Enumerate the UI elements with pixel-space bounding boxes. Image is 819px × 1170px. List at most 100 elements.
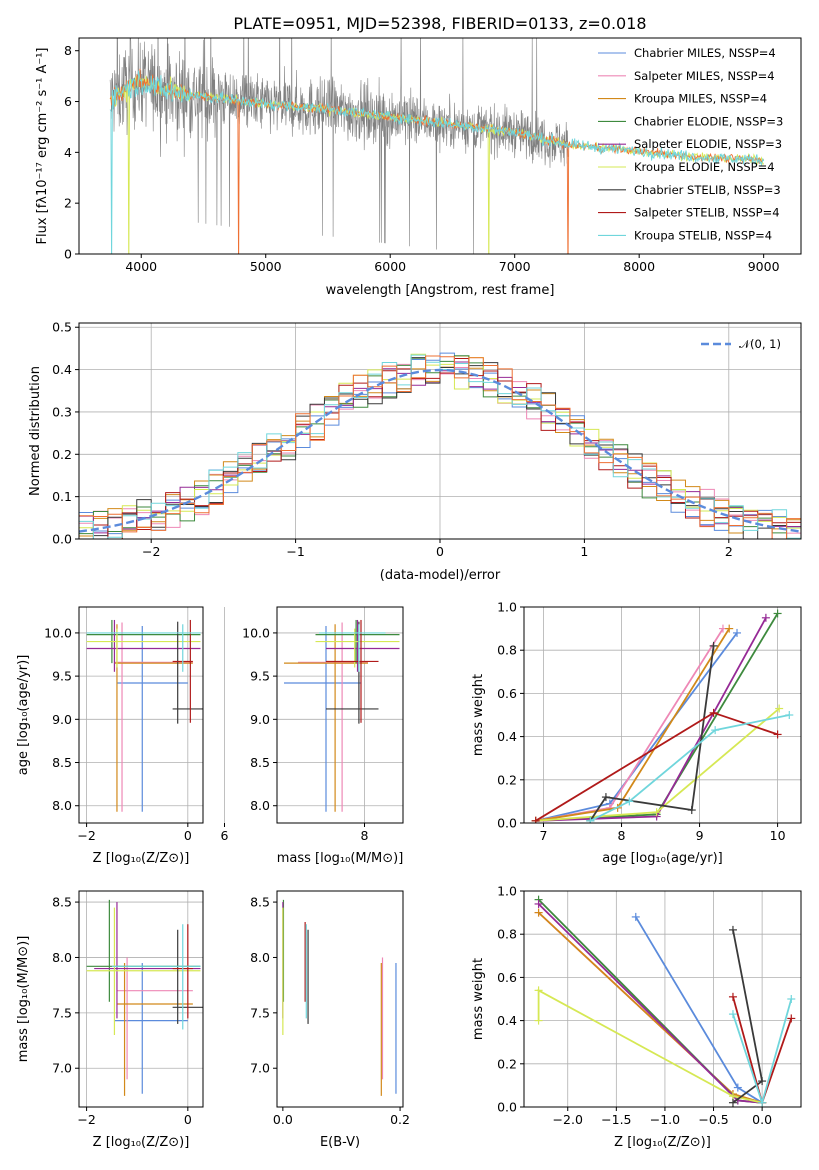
y-tick-label: 8.0 <box>250 798 270 813</box>
legend-entry-salpeter-elodie: Salpeter ELODIE, NSSP=3 <box>634 137 782 151</box>
y-tick-label: 0.1 <box>52 489 72 504</box>
y-tick-label: 0.4 <box>497 1013 517 1028</box>
y-tick-label: 7.0 <box>52 1061 72 1076</box>
y-tick-label: 0.0 <box>497 1100 517 1115</box>
y-tick-label: 0.2 <box>52 447 72 462</box>
x-tick-label: 1 <box>580 544 588 559</box>
y-tick-label: 7.5 <box>52 1005 72 1020</box>
legend-entry-kroupa-elodie: Kroupa ELODIE, NSSP=4 <box>634 160 775 174</box>
x-axis-label: E(B-V) <box>320 1135 360 1150</box>
y-axis-label: Flux [fλ10⁻¹⁷ erg cm⁻² s⁻¹ A⁻¹] <box>35 48 50 245</box>
histograms <box>79 352 801 539</box>
y-axis-label: mass [log₁₀(M/M⊙)] <box>16 936 31 1063</box>
y-tick-label: 10.0 <box>242 625 270 640</box>
y-tick-label: 4 <box>64 145 72 160</box>
x-tick-label: 10 <box>770 828 786 843</box>
y-tick-label: 0.8 <box>497 927 517 942</box>
error-bars <box>86 899 203 1096</box>
y-axis-label: mass weight <box>471 674 486 756</box>
x-tick-label: 8 <box>361 828 369 843</box>
mass-vs-metallicity-panel: −2 0 7.0 7.5 8.0 8.5 Z [log₁₀(Z/Z⊙)] mass [log₁… <box>16 890 204 1150</box>
legend-entry-salpeter-stelib: Salpeter STELIB, NSSP=4 <box>634 206 780 220</box>
series-chabrier-elodie <box>535 613 779 822</box>
y-tick-label: 8.5 <box>52 755 72 770</box>
y-tick-label: 1.0 <box>497 600 517 615</box>
x-tick-label: 6 <box>221 828 229 843</box>
y-tick-label: 8.0 <box>52 798 72 813</box>
axes-frame <box>78 606 204 824</box>
x-tick-label: 8 <box>618 828 626 843</box>
legend-entry-chabrier-miles: Chabrier MILES, NSSP=4 <box>634 46 776 60</box>
axes-frame <box>276 890 404 1108</box>
weight-vs-age-panel: 7 8 9 10 0.0 0.2 0.4 0.6 0.8 1.0 age [log₁₀(age/yr… <box>471 600 802 866</box>
y-tick-label: 0.0 <box>497 816 517 831</box>
error-bars <box>86 619 203 812</box>
x-axis-label: Z [log₁₀(Z/Z⊙)] <box>93 1135 190 1150</box>
x-tick-label: 0 <box>436 544 444 559</box>
x-axis-label: Z [log₁₀(Z/Z⊙)] <box>614 1135 711 1150</box>
legend-entry-salpeter-miles: Salpeter MILES, NSSP=4 <box>634 69 775 83</box>
axes-frame <box>78 890 204 1108</box>
x-axis-label: Z [log₁₀(Z/Z⊙)] <box>93 851 190 866</box>
weight-vs-metallicity-panel: −2.0 −1.5 −1.0 −0.5 0.0 0.0 0.2 0.4 0.6 0.8 1.0 Z [… <box>471 884 802 1150</box>
legend-entry-kroupa-stelib: Kroupa STELIB, NSSP=4 <box>634 228 772 242</box>
axes-frame <box>523 890 802 1108</box>
y-tick-label: 0.5 <box>52 320 72 335</box>
model-kroupa-stelib <box>109 70 765 254</box>
age-vs-metallicity-panel: −2 0 8.0 8.5 9.0 9.5 10.0 Z [log₁₀(Z/Z⊙)] age [l… <box>16 606 204 866</box>
x-tick-label: 4000 <box>125 259 157 274</box>
y-tick-label: 8.5 <box>250 895 270 910</box>
histogram-step-line <box>79 355 801 539</box>
error-bars <box>284 619 400 812</box>
y-tick-label: 0.4 <box>52 362 72 377</box>
x-tick-label: 9 <box>696 828 704 843</box>
legend-entry-chabrier-elodie: Chabrier ELODIE, NSSP=3 <box>634 114 783 128</box>
y-tick-label: 9.0 <box>52 712 72 727</box>
x-tick-label: 7000 <box>499 259 531 274</box>
x-tick-label: −2 <box>77 1112 95 1127</box>
x-tick-label: 0.0 <box>273 1112 293 1127</box>
y-tick-label: 0 <box>64 247 72 262</box>
y-axis-label: age [log₁₀(age/yr)] <box>16 655 31 776</box>
y-tick-label: 2 <box>64 196 72 211</box>
y-tick-label: 0.2 <box>497 1056 517 1071</box>
x-tick-label: −2 <box>77 828 95 843</box>
y-tick-label: 0.8 <box>497 643 517 658</box>
x-tick-label: 0.2 <box>390 1112 410 1127</box>
weight-lines <box>531 609 794 823</box>
y-tick-label: 8 <box>64 43 72 58</box>
x-tick-label: −1 <box>286 544 304 559</box>
spectrum-panel: PLATE=0951, MJD=52398, FIBERID=0133, z=0… <box>35 14 802 298</box>
x-tick-label: −1.0 <box>650 1112 680 1127</box>
y-tick-label: 0.0 <box>52 532 72 547</box>
age-vs-mass-panel: 6 8 8.0 8.5 9.0 9.5 10.0 mass [log₁₀(M/M⊙)] <box>221 606 404 866</box>
y-tick-label: 0.6 <box>497 686 517 701</box>
series-kroupa-miles <box>535 628 730 822</box>
x-tick-label: 9000 <box>748 259 780 274</box>
y-tick-label: 9.0 <box>250 712 270 727</box>
series-kroupa-stelib <box>589 714 790 822</box>
normal-curve <box>79 368 801 533</box>
x-tick-label: 0 <box>184 828 192 843</box>
y-tick-label: 0.6 <box>497 970 517 985</box>
series-kroupa-elodie <box>537 988 763 1104</box>
x-tick-label: 0.0 <box>752 1112 772 1127</box>
y-axis-label: mass weight <box>471 958 486 1040</box>
error-bars <box>282 899 397 1096</box>
y-tick-label: 8.0 <box>250 950 270 965</box>
x-axis-label: wavelength [Angstrom, rest frame] <box>326 283 555 298</box>
x-tick-label: 6000 <box>374 259 406 274</box>
y-tick-label: 0.3 <box>52 404 72 419</box>
y-tick-label: 9.5 <box>250 669 270 684</box>
legend-entry-kroupa-miles: Kroupa MILES, NSSP=4 <box>634 92 767 106</box>
x-tick-label: 7 <box>540 828 548 843</box>
x-tick-label: −0.5 <box>698 1112 728 1127</box>
series-chabrier-miles <box>635 916 763 1104</box>
x-axis-label: age [log₁₀(age/yr)] <box>602 851 723 866</box>
y-tick-label: 10.0 <box>44 625 72 640</box>
axes-frame <box>523 606 802 824</box>
y-tick-label: 0.2 <box>497 772 517 787</box>
residual-histogram-panel: −2 −1 0 1 2 0.0 0.1 0.2 0.3 0.4 0.5 (data-model)/er… <box>28 320 802 583</box>
x-tick-label: 0 <box>184 1112 192 1127</box>
